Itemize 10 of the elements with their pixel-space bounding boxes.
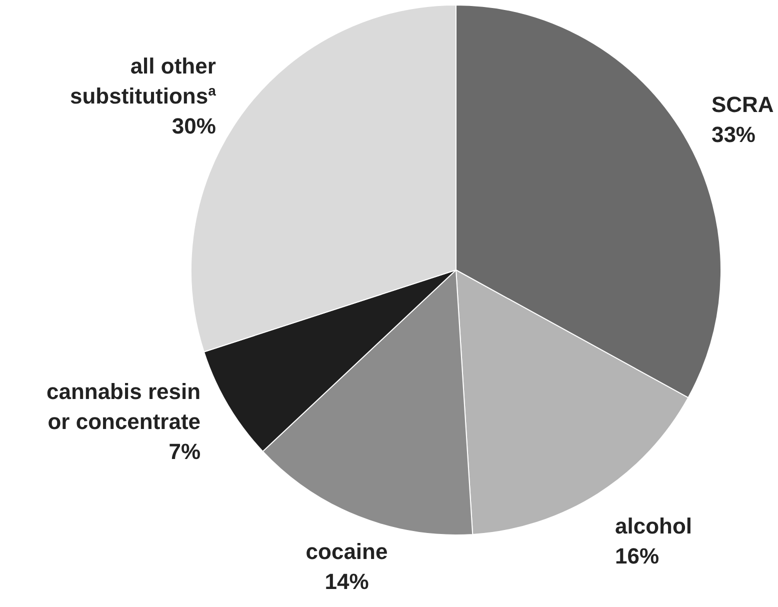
data-label: 14% [324,568,369,594]
slice-label: cocaine [306,538,388,564]
data-label: 30% [172,114,216,139]
data-label: 7% [168,439,201,464]
slice-label: alcohol [615,514,692,539]
slice-label: SCRA [711,92,774,117]
slice-label: cannabis resin or concentrate [46,379,201,434]
data-label: 33% [711,122,756,147]
slice-label: all other substitutions$^{a}$ [70,54,216,109]
data-label: 16% [615,544,660,569]
